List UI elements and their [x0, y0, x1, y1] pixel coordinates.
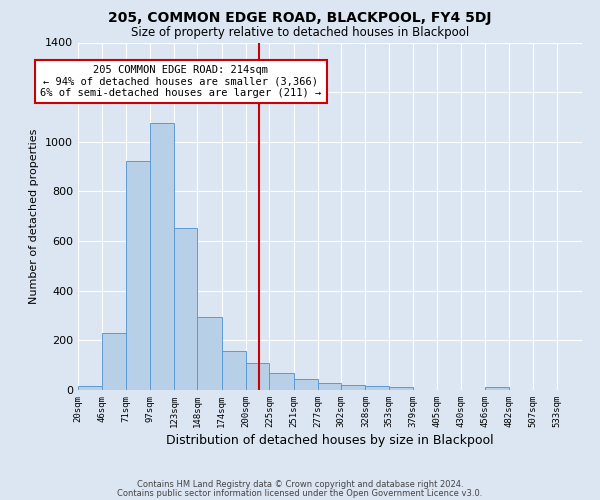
Bar: [269, 372, 293, 390]
Bar: [174, 228, 197, 390]
Text: Contains HM Land Registry data © Crown copyright and database right 2024.: Contains HM Land Registry data © Crown c…: [137, 480, 463, 489]
Bar: [197, 318, 222, 390]
Text: Contains public sector information licensed under the Open Government Licence v3: Contains public sector information licen…: [118, 490, 482, 498]
Bar: [102, 334, 125, 390]
Y-axis label: Number of detached properties: Number of detached properties: [29, 128, 40, 304]
Bar: [365, 386, 389, 390]
Bar: [78, 386, 102, 390]
Bar: [125, 162, 150, 390]
Bar: [341, 385, 365, 390]
Bar: [293, 379, 318, 390]
X-axis label: Distribution of detached houses by size in Blackpool: Distribution of detached houses by size …: [166, 434, 494, 447]
Bar: [222, 351, 246, 390]
Bar: [150, 123, 174, 390]
Bar: [389, 388, 413, 390]
Text: 205, COMMON EDGE ROAD, BLACKPOOL, FY4 5DJ: 205, COMMON EDGE ROAD, BLACKPOOL, FY4 5D…: [108, 11, 492, 25]
Bar: [246, 364, 269, 390]
Text: Size of property relative to detached houses in Blackpool: Size of property relative to detached ho…: [131, 26, 469, 39]
Text: 205 COMMON EDGE ROAD: 214sqm
← 94% of detached houses are smaller (3,366)
6% of : 205 COMMON EDGE ROAD: 214sqm ← 94% of de…: [40, 65, 321, 98]
Bar: [318, 383, 341, 390]
Bar: [485, 386, 509, 390]
